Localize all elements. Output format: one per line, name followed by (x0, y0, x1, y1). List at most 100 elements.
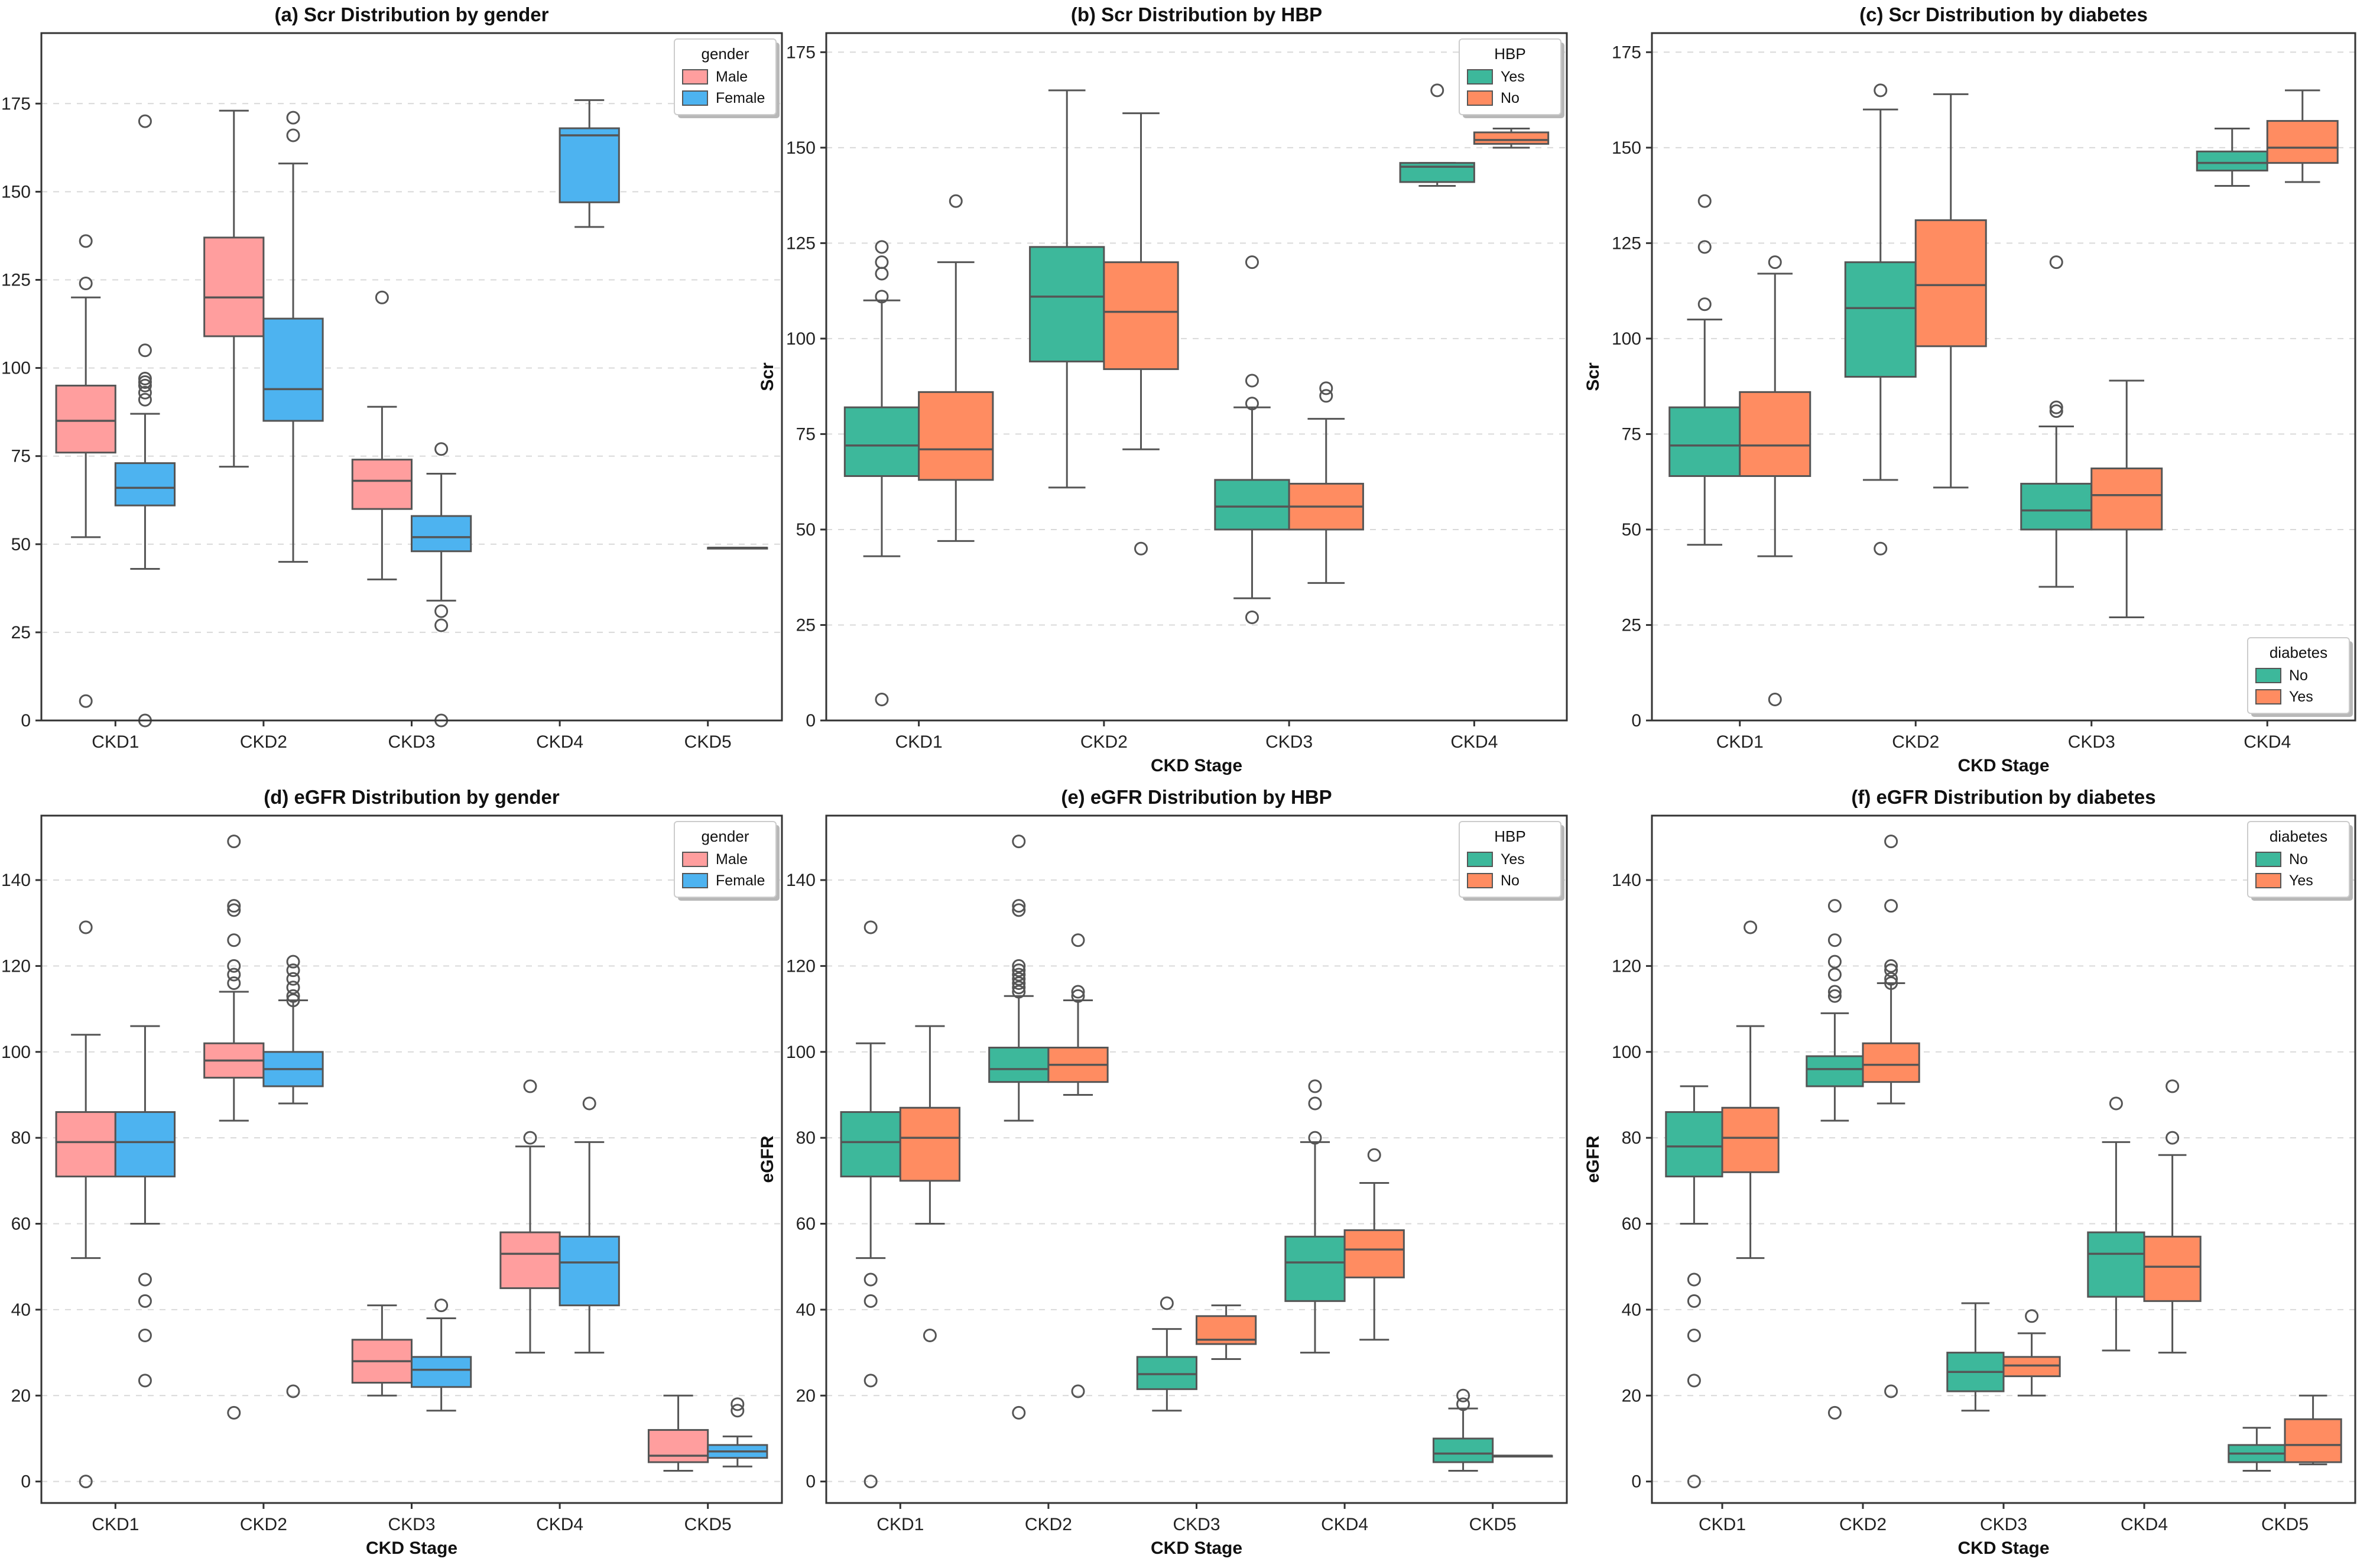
outlier-point (1697, 240, 1712, 254)
outlier-point (1884, 972, 1898, 986)
iqr-box (2143, 1235, 2202, 1302)
x-tick-label: CKD2 (1892, 732, 1939, 752)
x-axis-label: CKD Stage (1151, 1538, 1242, 1558)
box-no-ckd3 (1288, 381, 1364, 584)
box-no-ckd1 (899, 1025, 961, 1343)
y-tick-label: 150 (786, 138, 816, 158)
box-female-ckd4 (559, 1096, 620, 1354)
y-tick-label: 125 (1, 270, 31, 290)
y-tick-label: 100 (786, 329, 816, 349)
outlier-point (286, 963, 300, 978)
box-yes-ckd2 (1862, 835, 1920, 1398)
iqr-box (918, 391, 994, 481)
y-tick-label: 0 (21, 1472, 31, 1492)
box-yes-ckd1 (1739, 255, 1811, 706)
y-tick-label: 120 (1612, 956, 1641, 976)
y-tick-label: 150 (1612, 138, 1641, 158)
x-tick-label: CKD5 (1469, 1515, 1517, 1534)
outlier-point (1308, 1131, 1322, 1145)
x-tick-label: CKD4 (2244, 732, 2291, 752)
box-yes-ckd1 (840, 920, 901, 1489)
y-tick-label: 20 (11, 1386, 31, 1405)
legend-label: Yes (2289, 689, 2313, 705)
y-tick-label: 80 (796, 1128, 816, 1148)
outlier-point (949, 194, 963, 208)
panel-b: 0 25 50 75 100 125 150 175 CKD1 CKD2 CKD3 CKD4 (b) S… (758, 4, 1568, 775)
outlier-point (1768, 255, 1782, 270)
box-no-ckd2 (1047, 933, 1109, 1398)
outlier-point (286, 111, 300, 125)
outlier-point (1012, 903, 1026, 917)
box-no-ckd3 (1946, 1302, 2005, 1412)
iqr-box (1432, 1437, 1494, 1463)
outlier-point (79, 920, 93, 934)
outlier-point (2025, 1309, 2039, 1323)
x-tick-label: CKD1 (895, 732, 943, 752)
y-tick-label: 60 (1622, 1215, 1641, 1234)
y-tick-label: 175 (1612, 43, 1641, 62)
x-tick-label: CKD1 (92, 1515, 139, 1534)
outlier-point (138, 371, 152, 385)
x-tick-label: CKD2 (1080, 732, 1128, 752)
iqr-box (1136, 1356, 1198, 1390)
box-no-ckd4 (1473, 128, 1550, 149)
y-tick-label: 40 (1622, 1300, 1641, 1320)
y-tick-label: 20 (796, 1386, 816, 1405)
y-tick-label: 120 (1, 956, 31, 976)
panel-title: (f) eGFR Distribution by diabetes (1851, 786, 2155, 808)
box-yes-ckd4 (1399, 83, 1475, 187)
y-tick-label: 175 (1, 94, 31, 113)
box-yes-ckd3 (1214, 255, 1290, 625)
x-tick-label: CKD3 (1173, 1515, 1220, 1534)
x-tick-label: CKD1 (1716, 732, 1764, 752)
outlier-point (138, 114, 152, 128)
outlier-point (1827, 955, 1842, 969)
outlier-point (1134, 541, 1148, 556)
iqr-box (1284, 1235, 1346, 1302)
y-tick-label: 75 (1622, 424, 1641, 444)
outlier-point (227, 1405, 241, 1420)
outlier-point (1687, 1374, 1701, 1388)
outlier-point (1827, 985, 1842, 999)
box-female-ckd3 (411, 1298, 472, 1412)
iqr-box (988, 1047, 1050, 1083)
box-no-ckd3 (1196, 1304, 1257, 1360)
box-yes-ckd5 (2284, 1394, 2342, 1466)
legend-label: Male (716, 851, 748, 868)
y-tick-label: 60 (796, 1215, 816, 1234)
iqr-box (843, 406, 920, 477)
x-tick-label: CKD4 (536, 732, 583, 752)
outlier-point (1319, 389, 1333, 403)
y-tick-label: 75 (11, 447, 31, 466)
outlier-point (863, 1272, 878, 1287)
y-tick-label: 20 (1622, 1386, 1641, 1405)
y-tick-label: 40 (796, 1300, 816, 1320)
y-tick-label: 100 (1, 359, 31, 378)
outlier-point (1456, 1388, 1470, 1403)
box-yes-ckd4 (2143, 1079, 2202, 1354)
y-tick-label: 140 (1, 871, 31, 890)
x-tick-label: CKD1 (1699, 1515, 1746, 1534)
y-tick-label: 50 (1622, 520, 1641, 540)
box-male-ckd4 (499, 1079, 561, 1354)
x-tick-label: CKD3 (1265, 732, 1313, 752)
outlier-point (1012, 981, 1026, 995)
x-axis-label: CKD Stage (1151, 756, 1242, 775)
outlier-point (79, 694, 93, 708)
box-female-ckd1 (114, 114, 176, 728)
legend-swatch (682, 852, 708, 867)
legend-label: Yes (2289, 872, 2313, 889)
y-tick-label: 0 (21, 711, 31, 731)
y-tick-label: 150 (1, 182, 31, 202)
outlier-point (227, 933, 241, 947)
iqr-box (114, 1111, 176, 1178)
outlier-point (523, 1131, 537, 1145)
box-yes-ckd2 (988, 835, 1050, 1420)
legend-label: Female (716, 872, 765, 889)
outlier-point (1012, 899, 1026, 913)
box-male-ckd5 (647, 1394, 709, 1472)
x-tick-label: CKD3 (2068, 732, 2115, 752)
outlier-point (1430, 83, 1444, 98)
iqr-box (499, 1231, 561, 1290)
